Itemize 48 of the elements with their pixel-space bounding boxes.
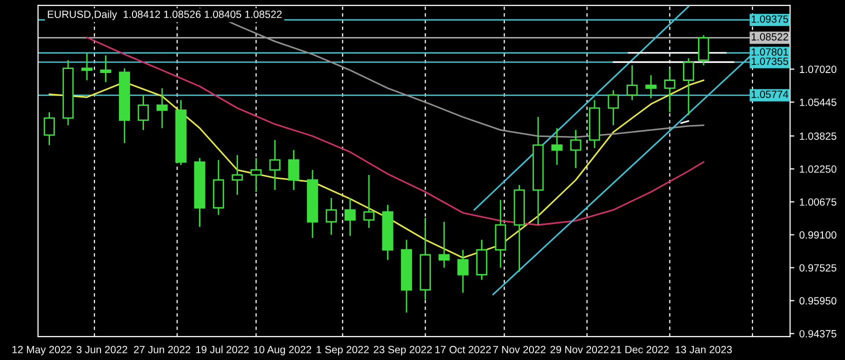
x-tick-label: 17 Oct 2022 bbox=[435, 346, 491, 354]
candlestick bbox=[570, 129, 582, 169]
y-tick-label: 1.07020 bbox=[800, 66, 836, 74]
ref-line-label: 1.07801 bbox=[752, 48, 788, 56]
x-tick-label: 1 Sep 2022 bbox=[316, 346, 369, 356]
x-tick-label: 10 Aug 2022 bbox=[254, 346, 312, 356]
x-tick-label: 13 Jan 2023 bbox=[676, 346, 732, 354]
x-tick-label: 27 Jun 2022 bbox=[134, 346, 190, 354]
candlestick bbox=[626, 64, 638, 101]
x-tick-label: 19 Jul 2022 bbox=[196, 346, 249, 354]
y-tick-label: 0.97525 bbox=[800, 264, 836, 272]
candlestick bbox=[645, 74, 657, 99]
y-tick-label: 1.00675 bbox=[800, 198, 836, 206]
candlestick bbox=[81, 52, 92, 81]
candlestick bbox=[250, 157, 262, 193]
ref-line-label: 1.07355 bbox=[752, 58, 788, 65]
y-tick-label: 1.03825 bbox=[800, 132, 836, 140]
candlestick bbox=[344, 197, 356, 237]
candlestick bbox=[608, 90, 619, 126]
candlestick bbox=[438, 221, 450, 269]
candlestick bbox=[138, 94, 149, 131]
y-tick-label: 0.95950 bbox=[800, 297, 836, 305]
y-tick-label: 0.94375 bbox=[800, 330, 836, 338]
candlestick bbox=[326, 197, 337, 236]
y-tick-label: 1.05445 bbox=[800, 98, 836, 106]
candlestick bbox=[156, 88, 168, 129]
x-tick-label: 3 Jun 2022 bbox=[76, 346, 128, 354]
x-tick-label: 21 Dec 2022 bbox=[610, 346, 669, 354]
candlestick bbox=[232, 154, 243, 196]
candlestick bbox=[44, 112, 55, 146]
candlestick bbox=[363, 174, 375, 229]
x-tick-label: 12 May 2022 bbox=[12, 346, 72, 356]
ref-line-label: 1.09375 bbox=[752, 15, 788, 23]
candlestick bbox=[100, 54, 112, 83]
candlestick bbox=[269, 139, 281, 191]
candlestick bbox=[682, 58, 694, 116]
candlestick bbox=[551, 127, 563, 166]
candlestick bbox=[664, 68, 676, 113]
x-tick-label: 7 Nov 2022 bbox=[493, 346, 546, 354]
candlestick bbox=[457, 249, 469, 294]
y-tick-label: 1.02250 bbox=[800, 165, 836, 173]
x-tick-label: 23 Sep 2022 bbox=[374, 346, 432, 356]
y-tick-label: 0.99100 bbox=[800, 231, 836, 239]
candlestick bbox=[288, 149, 300, 191]
ref-line-label: 1.05774 bbox=[752, 90, 788, 98]
ref-line-label: 1.08522 bbox=[752, 33, 788, 41]
chart-title: EURUSD,Daily 1.08412 1.08526 1.08405 1.08522 bbox=[48, 10, 282, 20]
x-tick-label: 29 Nov 2022 bbox=[550, 346, 609, 354]
